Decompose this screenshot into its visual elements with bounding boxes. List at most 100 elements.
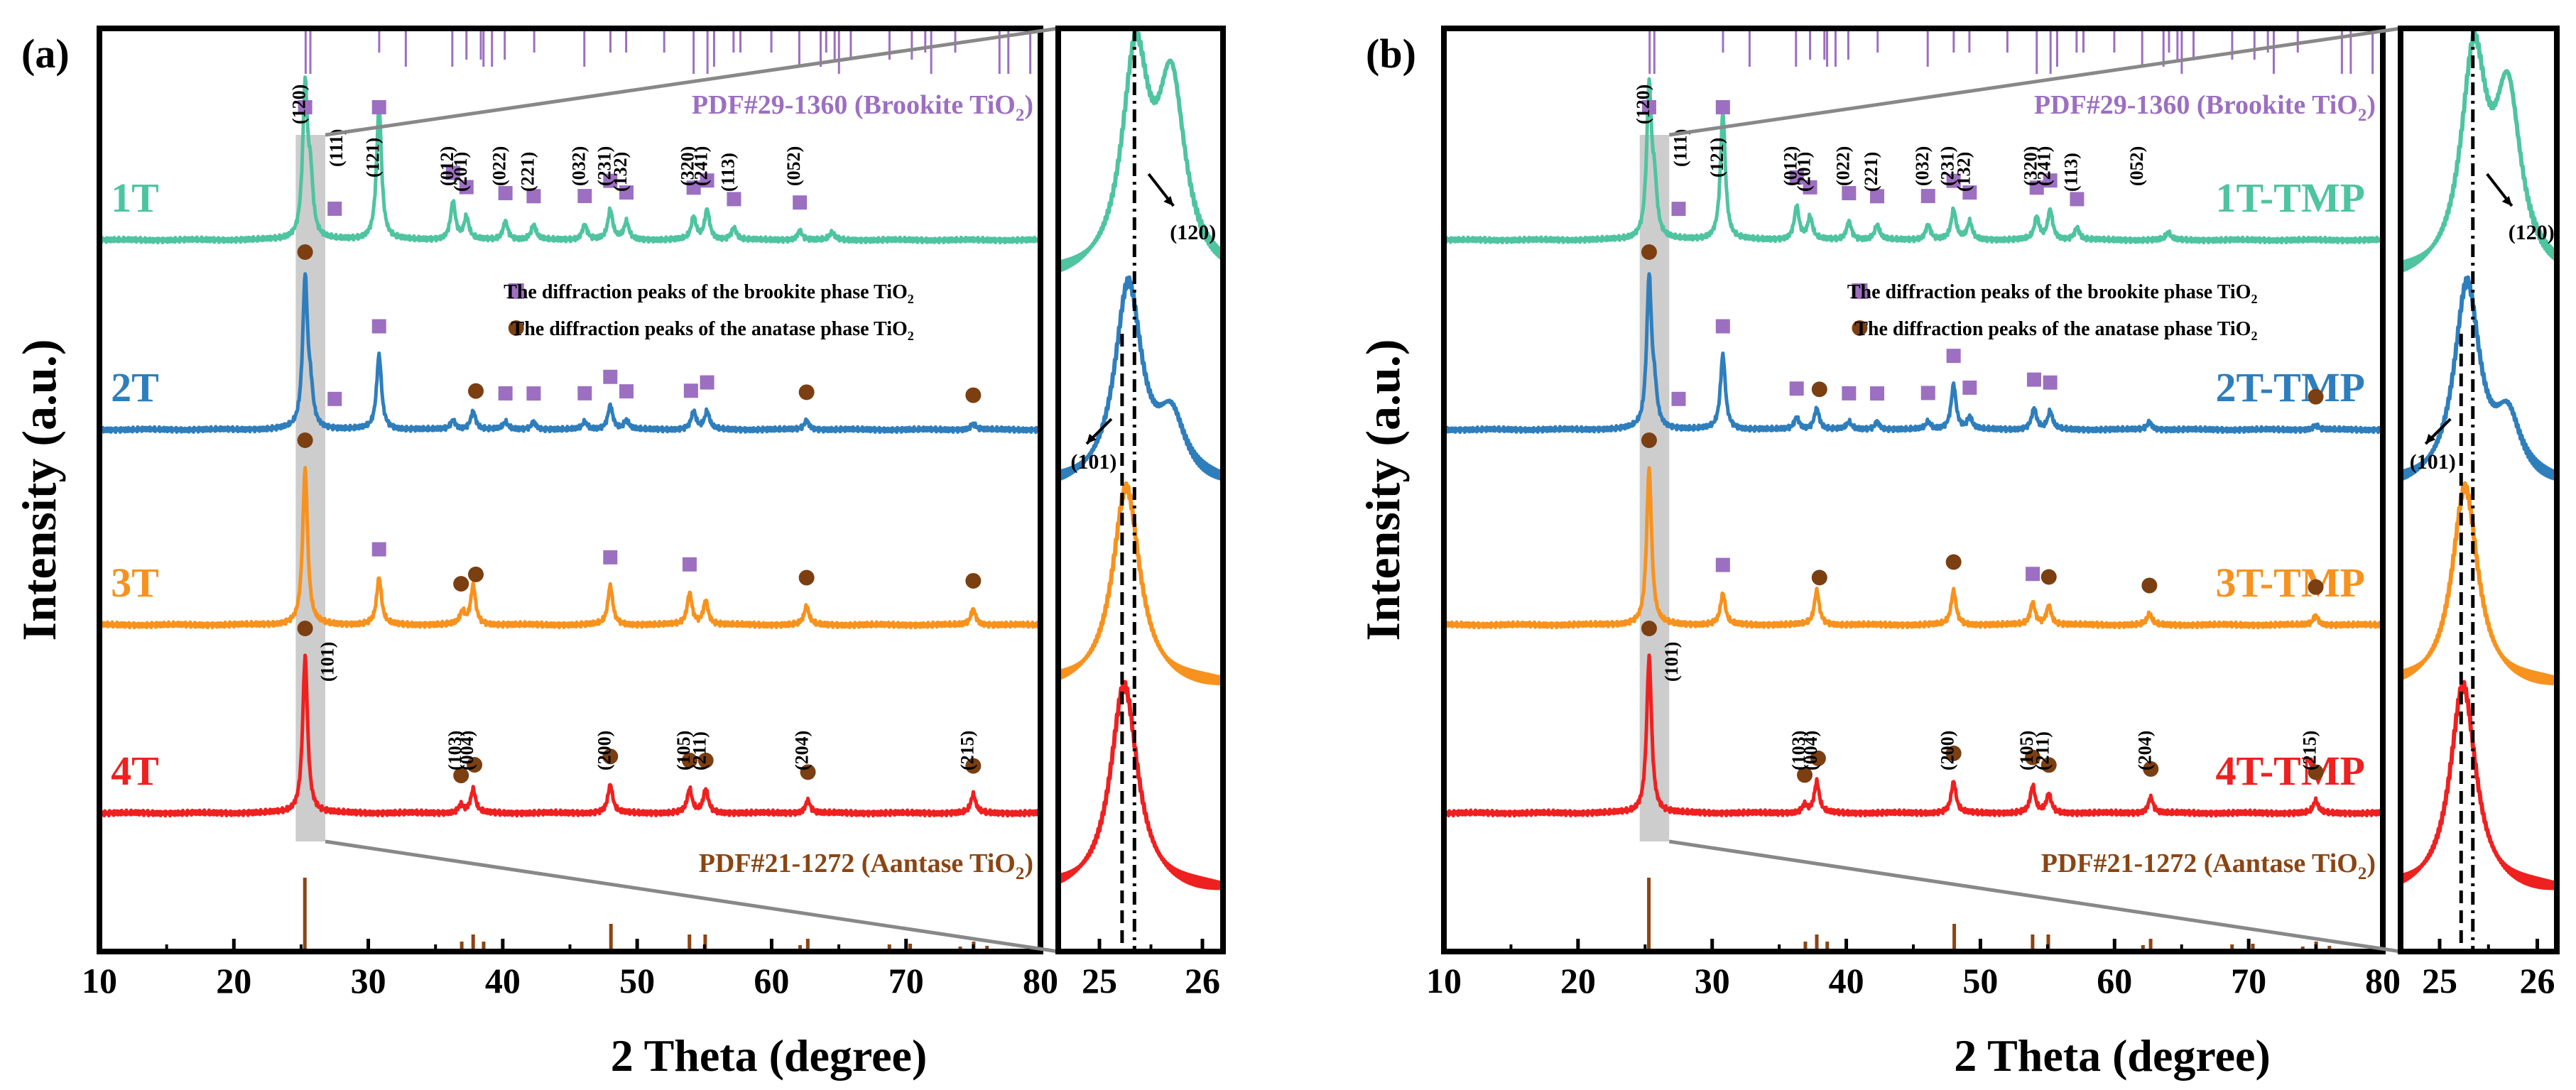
inset-label-120: (120)	[1170, 221, 1216, 244]
hkl-label-brookite: (221)	[517, 152, 538, 192]
hkl-label-brookite: (241)	[691, 146, 712, 186]
legend-anatase-text: The diffraction peaks of the anatase pha…	[1854, 318, 2257, 343]
brookite-marker	[1715, 557, 1730, 572]
sample-label: 1T-TMP	[2215, 175, 2365, 221]
anatase-marker	[468, 566, 484, 582]
y-axis-label: Intensity (a.u.)	[12, 339, 66, 641]
legend-anatase-text-subscript: 2	[908, 329, 914, 343]
xrd-series-2t	[98, 272, 1043, 435]
hkl-label-brookite: (121)	[1707, 138, 1727, 178]
inset-x-tick-label: 26	[1185, 961, 1220, 1001]
anatase-marker	[1641, 621, 1657, 636]
inset-axes-frame	[1055, 26, 1226, 954]
anatase-marker	[965, 387, 982, 403]
panel-label: (b)	[1366, 31, 1416, 77]
brookite-marker	[371, 542, 386, 557]
anatase-marker	[798, 384, 815, 400]
hkl-label-anatase: (211)	[2033, 731, 2053, 770]
panel-a: PDF#29-1360 (Brookite TiO2)PDF#21-1272 (…	[12, 26, 1226, 1081]
anatase-ref-label: PDF#21-1272 (Aantase TiO2)	[699, 849, 1033, 883]
xrd-series-1t-tmp	[1442, 77, 2385, 245]
anatase-marker	[1945, 745, 1962, 761]
hkl-label-anatase: (101)	[317, 642, 338, 682]
legend-anatase-text-main: The diffraction peaks of the anatase pha…	[1854, 318, 2251, 340]
hkl-label-brookite: (012)	[437, 146, 457, 186]
inset-series-4t-tmp	[2398, 680, 2558, 890]
legend-brookite-swatch	[1852, 283, 1868, 299]
x-tick-label: 50	[1962, 961, 1998, 1001]
x-tick-label: 70	[888, 961, 924, 1001]
anatase-ref-label-tail: )	[1024, 849, 1033, 878]
legend-brookite-text-main: The diffraction peaks of the brookite ph…	[504, 281, 908, 303]
brookite-marker	[327, 201, 342, 216]
brookite-marker	[1946, 173, 1961, 188]
brookite-marker	[1920, 386, 1935, 400]
brookite-ref-label-tail: )	[2366, 90, 2376, 120]
inset-series-2t	[1056, 275, 1224, 481]
inset: (120) (101) 25 26	[1668, 26, 2560, 1001]
sample-label: 3T-TMP	[2215, 560, 2365, 606]
inset: (120) (101) 25 26	[325, 26, 1226, 1001]
x-tick-label: 40	[1829, 961, 1864, 1001]
brookite-marker	[619, 384, 634, 399]
anatase-marker	[453, 768, 469, 784]
hkl-label-brookite: (032)	[568, 146, 589, 186]
arrow-head	[2425, 434, 2436, 444]
legend-brookite-text-subscript: 2	[908, 292, 914, 306]
inset-x-tick-label: 25	[2422, 961, 2457, 1001]
brookite-marker	[498, 386, 513, 400]
sample-label: 4T-TMP	[2215, 748, 2365, 794]
brookite-marker	[1842, 185, 1857, 200]
panel-b: PDF#29-1360 (Brookite TiO2)PDF#21-1272 (…	[1356, 26, 2560, 1081]
brookite-marker	[1671, 202, 1686, 217]
anatase-ref-label-subscript: 2	[2358, 864, 2367, 883]
brookite-marker	[700, 173, 714, 188]
brookite-marker	[1671, 391, 1686, 406]
x-axis-label: 2 Theta (degree)	[1954, 1030, 2271, 1081]
inset-series-4t	[1056, 680, 1224, 890]
sample-label: 4T	[111, 748, 159, 794]
legend-anatase-text: The diffraction peaks of the anatase pha…	[511, 318, 914, 343]
hkl-label-brookite: (320)	[2021, 146, 2041, 186]
hkl-label-brookite: (022)	[489, 146, 510, 186]
anatase-marker	[2143, 761, 2159, 777]
brookite-marker	[1789, 381, 1804, 396]
anatase-marker	[2040, 757, 2057, 773]
xrd-series-1t	[98, 75, 1043, 245]
hkl-label-brookite: (052)	[783, 146, 804, 186]
anatase-marker	[297, 432, 313, 448]
anatase-marker	[1641, 244, 1657, 260]
legend-brookite-text-main: The diffraction peaks of the brookite ph…	[1847, 281, 2251, 303]
brookite-marker	[603, 173, 618, 188]
hkl-label-anatase: (200)	[1938, 731, 1958, 770]
brookite-marker	[1715, 319, 1730, 334]
brookite-marker	[700, 375, 714, 390]
brookite-marker	[459, 180, 474, 195]
legend-anatase-text-main: The diffraction peaks of the anatase pha…	[511, 318, 908, 340]
hkl-label-anatase: (204)	[792, 731, 813, 770]
hkl-label-anatase: (215)	[2300, 731, 2320, 770]
hkl-label-anatase: (105)	[2016, 731, 2037, 770]
connector-line	[325, 26, 1059, 137]
brookite-marker	[371, 319, 386, 334]
anatase-marker	[2308, 764, 2324, 780]
hkl-label-anatase: (211)	[690, 731, 710, 770]
legend-brookite-swatch	[508, 283, 524, 299]
hkl-label-brookite: (201)	[450, 152, 471, 192]
xrd-series-3t	[97, 466, 1043, 630]
hkl-label-brookite: (032)	[1912, 146, 1933, 186]
brookite-marker	[1715, 100, 1730, 114]
brookite-marker	[1920, 189, 1935, 204]
sample-label: 1T	[111, 175, 159, 221]
anatase-marker	[468, 383, 484, 399]
anatase-marker	[2025, 749, 2041, 765]
anatase-reference-sticks	[1647, 878, 2332, 949]
x-tick-label: 20	[1560, 961, 1596, 1001]
hkl-label-brookite: (132)	[1953, 152, 1974, 192]
highlight-band	[1639, 135, 1670, 841]
anatase-marker	[798, 569, 815, 586]
legend-brookite-text-subscript: 2	[2251, 292, 2257, 306]
brookite-marker	[2026, 372, 2041, 387]
inset-series-3t	[1056, 481, 1224, 686]
